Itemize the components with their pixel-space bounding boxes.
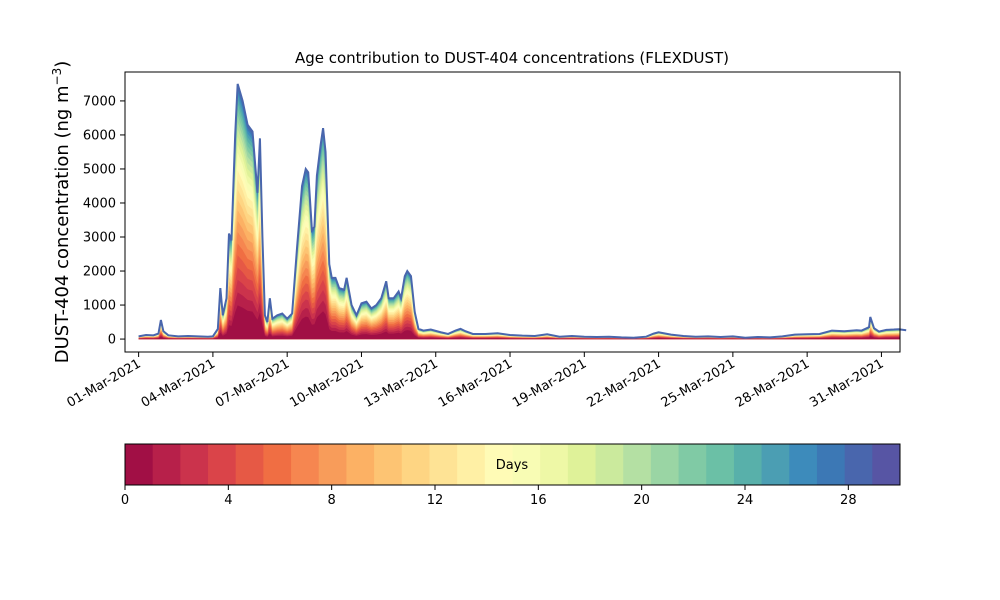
- x-tick-label: 16-Mar-2021: [436, 356, 515, 410]
- colorbar-cell: [567, 444, 597, 485]
- colorbar-tick-label: 4: [224, 493, 232, 508]
- total-concentration-line: [138, 83, 907, 339]
- y-tick-label: 0: [108, 333, 116, 348]
- colorbar-tick-label: 20: [633, 493, 650, 508]
- x-tick-label: 01-Mar-2021: [64, 356, 143, 410]
- colorbar-cell: [706, 444, 735, 485]
- y-axis-label-superscript: −3: [50, 68, 64, 86]
- colorbar-tick-label: 8: [328, 493, 336, 508]
- colorbar-cell: [512, 444, 541, 485]
- x-tick-label: 31-Mar-2021: [807, 356, 886, 410]
- colorbar-cell: [595, 444, 624, 485]
- x-tick-label: 25-Mar-2021: [659, 356, 738, 410]
- x-tick-label: 22-Mar-2021: [584, 356, 663, 410]
- plot-frame: [124, 71, 901, 353]
- colorbar-cells: [125, 444, 901, 485]
- colorbar-cell: [152, 444, 181, 485]
- colorbar-ticks: 0 4 8 12 16 20 24 28: [121, 485, 857, 508]
- y-axis-label-main: DUST-404 concentration (ng m: [52, 85, 73, 363]
- y-axis: 0 1000 2000 3000 4000 5000 6000 7000: [83, 94, 125, 348]
- age-band-0: [138, 305, 900, 340]
- x-tick-label: 19-Mar-2021: [510, 356, 589, 410]
- colorbar-cell: [761, 444, 790, 485]
- x-tick-label: 10-Mar-2021: [287, 356, 366, 410]
- colorbar-label: Days: [496, 458, 529, 473]
- colorbar-cell: [429, 444, 458, 485]
- colorbar-cell: [125, 444, 154, 485]
- colorbar-cell: [540, 444, 569, 485]
- colorbar-cell: [484, 444, 513, 485]
- x-tick-label: 07-Mar-2021: [213, 356, 292, 410]
- colorbar-tick-label: 16: [530, 493, 547, 508]
- colorbar-cell: [374, 444, 403, 485]
- y-tick-label: 6000: [83, 128, 116, 143]
- y-tick-label: 3000: [83, 231, 116, 246]
- colorbar-frame: [124, 443, 901, 486]
- y-tick-label: 2000: [83, 265, 116, 280]
- x-axis: 01-Mar-202104-Mar-202107-Mar-202110-Mar-…: [64, 352, 886, 411]
- colorbar-cell: [623, 444, 652, 485]
- colorbar-cell: [401, 444, 430, 485]
- colorbar-cell: [457, 444, 486, 485]
- y-tick-label: 1000: [83, 299, 116, 314]
- colorbar-cell: [180, 444, 209, 485]
- plot-area: [124, 71, 907, 353]
- chart-title: Age contribution to DUST-404 concentrati…: [295, 49, 729, 67]
- x-tick-label: 04-Mar-2021: [139, 356, 218, 410]
- colorbar-cell: [346, 444, 375, 485]
- x-tick-label: 13-Mar-2021: [362, 356, 441, 410]
- colorbar-cell: [816, 444, 846, 485]
- y-tick-label: 7000: [83, 94, 116, 109]
- colorbar-cell: [872, 444, 901, 485]
- colorbar: Days 0 4 8 12 16 20 24 28: [121, 443, 901, 508]
- colorbar-cell: [291, 444, 320, 485]
- colorbar-cell: [789, 444, 818, 485]
- y-tick-label: 5000: [83, 162, 116, 177]
- y-axis-label-close: ): [52, 61, 73, 68]
- age-band-1: [138, 292, 900, 340]
- colorbar-cell: [650, 444, 680, 485]
- colorbar-tick-label: 24: [737, 493, 754, 508]
- colorbar-cell: [733, 444, 763, 485]
- y-axis-label: DUST-404 concentration (ng m−3): [50, 61, 73, 364]
- colorbar-tick-label: 28: [840, 493, 857, 508]
- x-tick-label: 28-Mar-2021: [733, 356, 812, 410]
- colorbar-cell: [263, 444, 292, 485]
- age-bands: [138, 83, 900, 340]
- colorbar-cell: [208, 444, 237, 485]
- colorbar-cell: [844, 444, 873, 485]
- colorbar-tick-label: 0: [121, 493, 129, 508]
- colorbar-tick-label: 12: [427, 493, 444, 508]
- colorbar-cell: [678, 444, 707, 485]
- colorbar-cell: [235, 444, 264, 485]
- y-tick-label: 4000: [83, 196, 116, 211]
- colorbar-cell: [318, 444, 347, 485]
